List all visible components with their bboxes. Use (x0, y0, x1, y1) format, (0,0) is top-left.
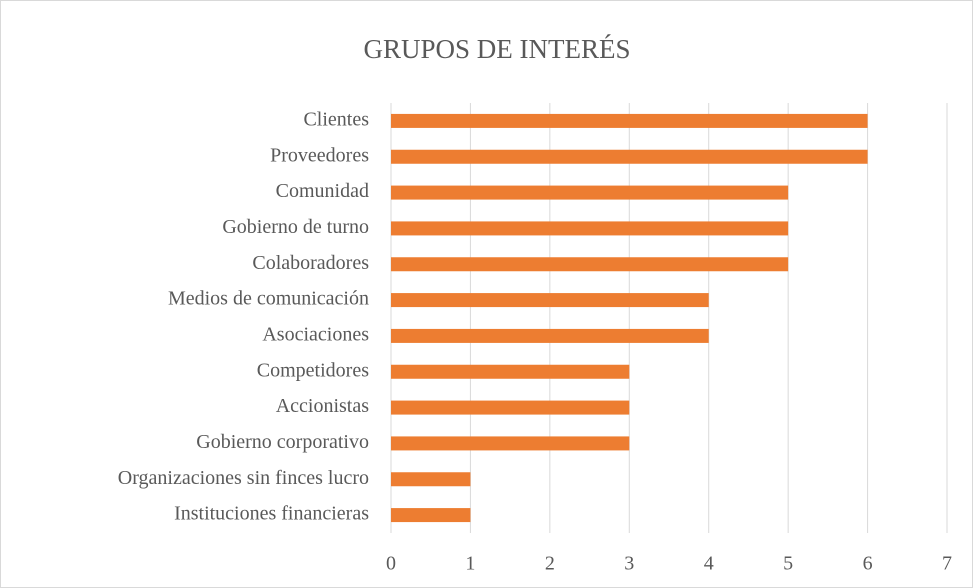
bar (391, 221, 789, 236)
y-tick-label: Gobierno de turno (222, 216, 369, 238)
y-tick-label: Clientes (303, 109, 369, 131)
bar (391, 293, 709, 308)
y-tick-label: Colaboradores (252, 252, 369, 274)
x-tick-label: 2 (545, 553, 555, 575)
x-tick-label: 3 (624, 553, 634, 575)
x-tick-label: 7 (942, 553, 952, 575)
bar (391, 472, 471, 487)
y-tick-label: Gobierno corporativo (196, 431, 369, 453)
chart-title: GRUPOS DE INTERÉS (363, 34, 630, 64)
bar (391, 149, 868, 164)
y-tick-label: Organizaciones sin finces lucro (118, 467, 369, 489)
x-tick-label: 5 (783, 553, 793, 575)
bar (391, 328, 709, 343)
y-tick-label: Proveedores (270, 144, 369, 166)
bar (391, 257, 789, 272)
bar (391, 400, 630, 415)
x-tick-label: 1 (465, 553, 475, 575)
x-tick-label: 6 (863, 553, 873, 575)
bar (391, 364, 630, 379)
bar (391, 508, 471, 523)
y-tick-label: Competidores (257, 359, 369, 381)
bar (391, 113, 868, 128)
x-tick-label: 4 (704, 553, 714, 575)
x-tick-label: 0 (386, 553, 396, 575)
y-tick-label: Instituciones financieras (174, 503, 369, 525)
bar (391, 436, 630, 451)
y-tick-label: Asociaciones (262, 324, 369, 346)
y-tick-label: Accionistas (276, 395, 370, 417)
y-tick-label: Comunidad (276, 180, 369, 202)
bar (391, 185, 789, 200)
y-tick-label: Medios de comunicación (168, 288, 369, 310)
